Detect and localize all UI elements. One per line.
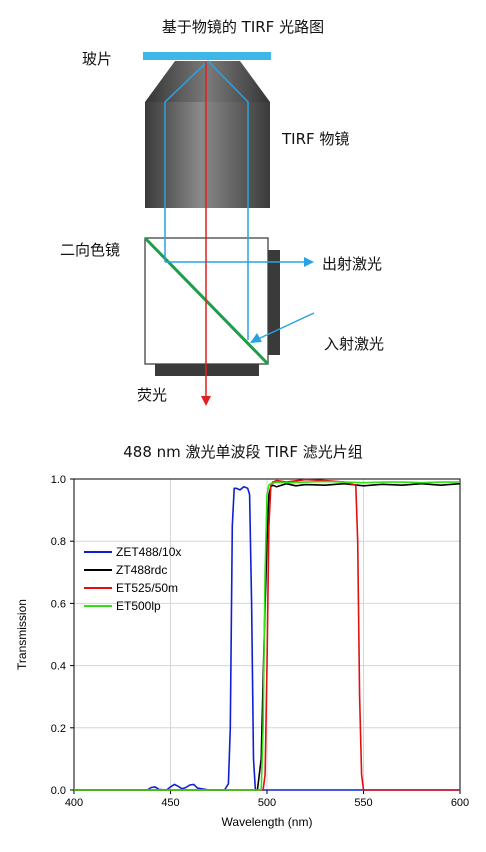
exit-laser-arrow: [304, 257, 314, 267]
exit-laser-label: 出射激光: [322, 255, 383, 273]
diagram-title: 基于物镜的 TIRF 光路图: [161, 18, 325, 36]
y-tick-label: 0.6: [51, 598, 66, 610]
exit-filter: [268, 250, 280, 355]
x-tick-label: 550: [354, 797, 372, 809]
series-line-et525-50m: [74, 478, 460, 791]
coverslip: [143, 52, 271, 60]
coverslip-label: 玻片: [82, 50, 113, 68]
laser-path-outgoing: [164, 60, 209, 262]
incident-laser-line: [257, 312, 315, 340]
series-line-et500lp: [74, 480, 460, 791]
x-tick-label: 600: [451, 797, 469, 809]
y-tick-label: 0.8: [51, 536, 66, 548]
y-tick-label: 0.2: [51, 723, 66, 735]
legend-label: ZT488rdc: [116, 563, 167, 577]
emission-filter: [155, 364, 259, 376]
legend-label: ET525/50m: [116, 581, 178, 595]
y-tick-label: 0.0: [51, 785, 66, 797]
fluorescence-label: 荧光: [137, 386, 168, 404]
incident-laser-arrow: [250, 333, 262, 343]
y-tick-label: 1.0: [51, 474, 66, 486]
legend-label: ZET488/10x: [116, 545, 181, 559]
incident-laser-label: 入射激光: [324, 335, 385, 353]
x-tick-label: 500: [258, 797, 276, 809]
legend-label: ET500lp: [116, 599, 161, 613]
objective-body: [145, 102, 270, 208]
fluorescence-arrow: [201, 396, 211, 406]
y-axis-title: Transmission: [15, 599, 29, 670]
laser-path-incoming: [207, 60, 249, 340]
chart-title: 488 nm 激光单波段 TIRF 滤光片组: [123, 443, 363, 461]
x-tick-label: 450: [161, 797, 179, 809]
dichroic-label: 二向色镜: [60, 241, 121, 259]
objective-label: TIRF 物镜: [282, 130, 350, 148]
x-tick-label: 400: [65, 797, 83, 809]
x-axis-title: Wavelength (nm): [222, 815, 313, 829]
y-tick-label: 0.4: [51, 661, 66, 673]
